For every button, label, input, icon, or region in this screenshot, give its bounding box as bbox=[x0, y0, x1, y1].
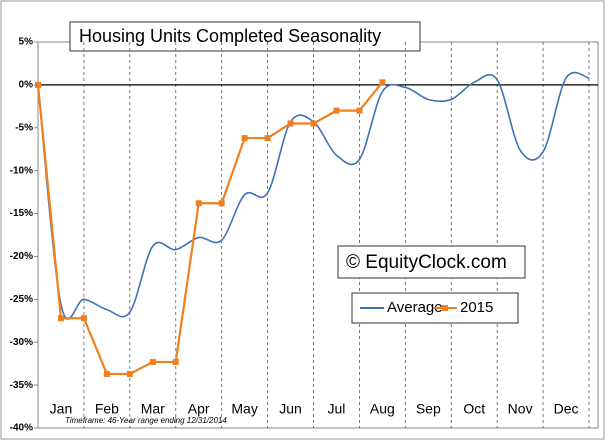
point-marker bbox=[287, 120, 294, 127]
footnote: Timeframe: 46-Year range ending 12/31/20… bbox=[65, 416, 227, 425]
marks bbox=[35, 42, 598, 428]
title-box bbox=[69, 21, 421, 52]
x-tick-label: Jul bbox=[328, 401, 346, 417]
legend-label: 2015 bbox=[460, 299, 493, 316]
point-marker bbox=[195, 200, 202, 207]
point-marker bbox=[172, 358, 179, 365]
point-marker bbox=[149, 358, 156, 365]
x-tick-label: Apr bbox=[188, 401, 210, 417]
point-marker bbox=[333, 107, 340, 114]
series-line bbox=[36, 81, 384, 376]
legend-label: Average bbox=[387, 299, 443, 316]
y-tick-label: -25% bbox=[10, 294, 33, 305]
x-tick-label: Jan bbox=[50, 401, 73, 417]
y-tick-label: -35% bbox=[10, 380, 33, 391]
point-marker bbox=[310, 120, 317, 127]
point-marker bbox=[379, 79, 386, 86]
point-marker bbox=[57, 315, 64, 322]
x-tick-label: Sep bbox=[416, 401, 441, 417]
legend-marker bbox=[442, 305, 448, 311]
y-tick-label: -30% bbox=[10, 337, 33, 348]
y-tick-label: -40% bbox=[10, 423, 33, 434]
y-tick-label: 0% bbox=[19, 80, 34, 91]
point-marker bbox=[126, 370, 133, 377]
point-marker bbox=[218, 200, 225, 207]
point-marker bbox=[241, 135, 248, 142]
point-marker bbox=[103, 370, 110, 377]
y-tick-label: -20% bbox=[10, 251, 33, 262]
y-tick-label: -10% bbox=[10, 165, 33, 176]
x-tick-label: May bbox=[231, 401, 257, 417]
point-marker bbox=[80, 315, 87, 322]
x-tick-label: Mar bbox=[141, 401, 165, 417]
x-tick-label: Nov bbox=[508, 401, 533, 417]
x-tick-label: Dec bbox=[554, 401, 579, 417]
x-tick-label: Oct bbox=[463, 401, 485, 417]
y-tick-label: 5% bbox=[19, 37, 34, 48]
x-tick-label: Jun bbox=[279, 401, 302, 417]
x-tick-label: Feb bbox=[95, 401, 119, 417]
y-tick-label: -5% bbox=[15, 122, 33, 133]
watermark-box bbox=[337, 245, 526, 279]
chart-title: Housing Units Completed Seasonality bbox=[79, 26, 381, 46]
point-marker bbox=[356, 107, 363, 114]
x-tick-label: Aug bbox=[370, 401, 395, 417]
series-line bbox=[37, 71, 590, 320]
point-marker bbox=[264, 135, 271, 142]
watermark: © EquityClock.com bbox=[346, 252, 507, 273]
y-tick-label: -15% bbox=[10, 208, 33, 219]
